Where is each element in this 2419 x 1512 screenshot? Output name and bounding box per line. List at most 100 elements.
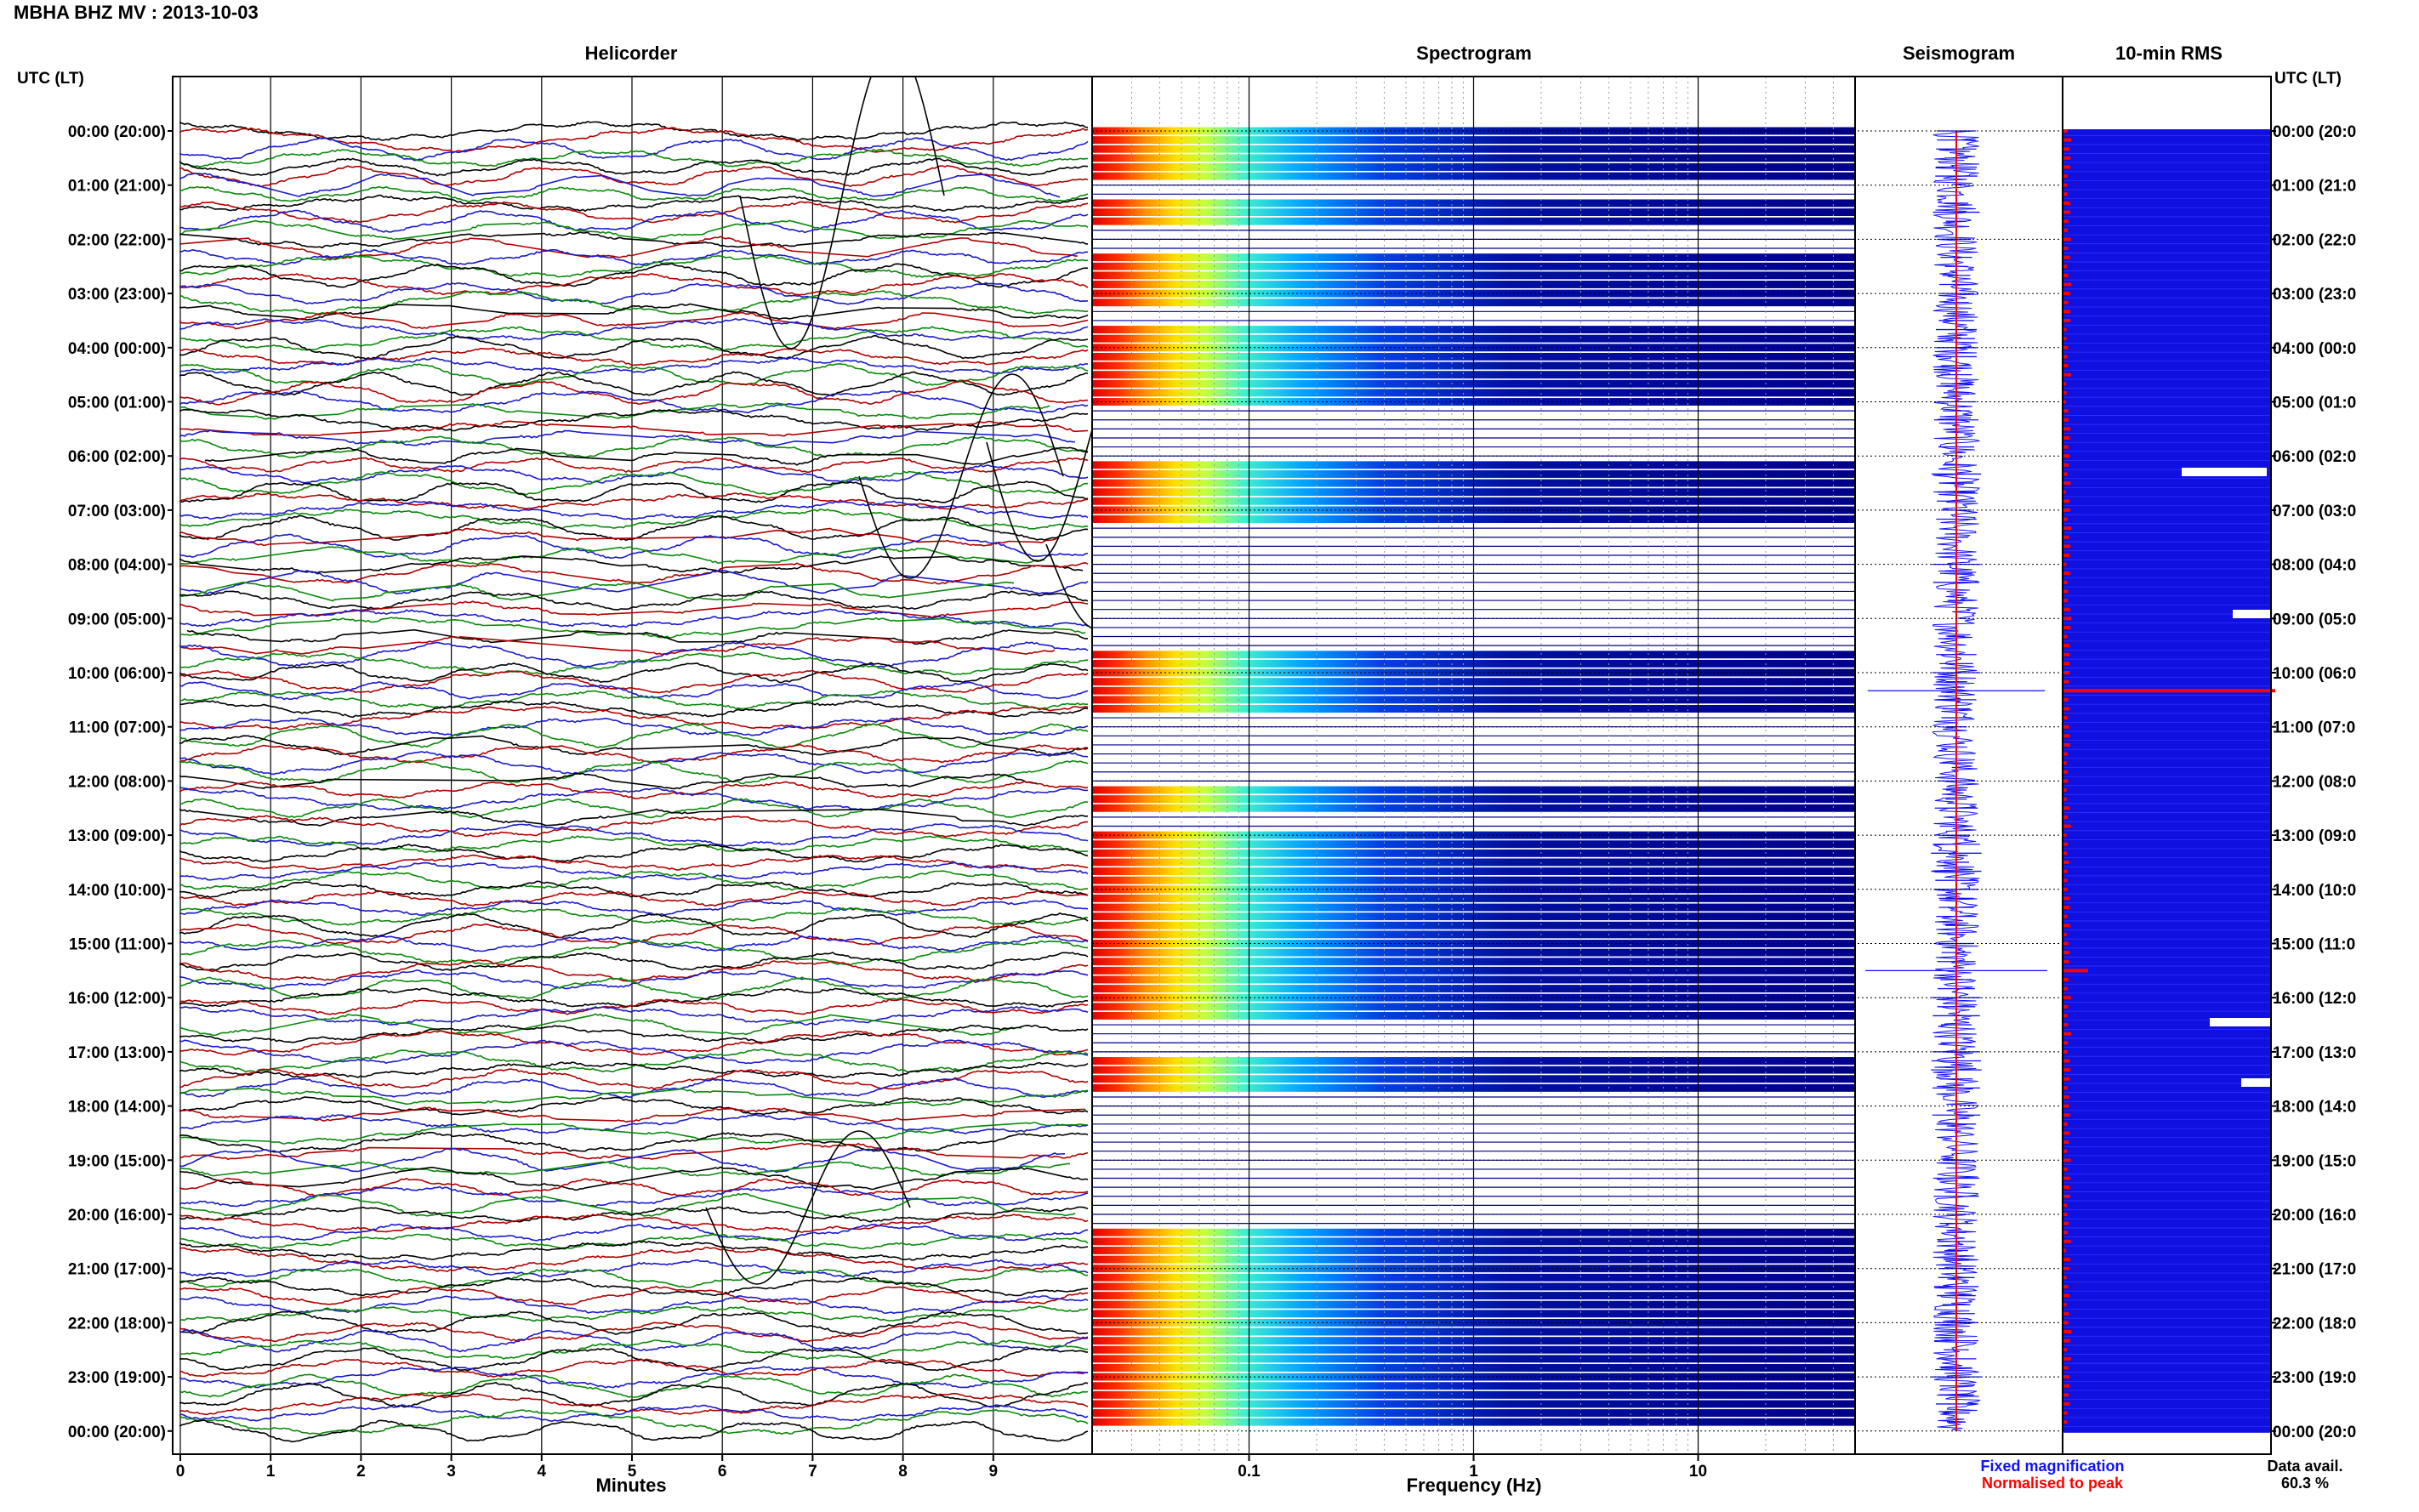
helicorder-trace <box>179 1419 1089 1443</box>
helicorder-trace <box>179 935 1089 952</box>
y-axis-tick-label-right: 17:00 (13:0 <box>2273 1044 2356 1062</box>
helicorder-trace <box>179 1392 1089 1416</box>
helicorder-trace <box>179 815 1088 838</box>
freq-axis-tick-label: 10 <box>1689 1463 1707 1481</box>
helicorder-trace <box>179 1214 1089 1233</box>
rms-bar <box>2063 1077 2070 1081</box>
rms-bar <box>2063 1113 2070 1117</box>
helicorder-trace <box>179 1177 1089 1197</box>
helicorder-trace <box>179 1147 1066 1174</box>
helicorder-trace <box>179 148 1089 168</box>
helicorder-trace <box>179 263 1089 288</box>
y-axis-tick-label-left: 14:00 (10:00) <box>68 882 166 900</box>
rms-bar <box>2063 1239 2071 1243</box>
helicorder-trace <box>179 334 1089 360</box>
rms-bar <box>2063 418 2069 422</box>
helicorder-trace <box>179 555 1084 574</box>
rms-bar <box>2063 210 2071 214</box>
rms-bar <box>2063 499 2069 503</box>
rms-bar <box>2063 562 2067 566</box>
rms-bar <box>2063 1266 2069 1270</box>
helicorder-trace <box>179 969 1089 991</box>
helicorder-trace <box>179 1192 1076 1218</box>
helicorder-trace <box>179 912 1089 939</box>
rms-bar <box>2063 969 2088 973</box>
helicorder-trace <box>179 121 1089 141</box>
freq-axis-tick-label: 0.1 <box>1238 1463 1261 1481</box>
helicorder-trace <box>179 1061 1089 1079</box>
helicorder-trace <box>179 1206 1089 1223</box>
helicorder-trace <box>179 899 1089 917</box>
rms-bar <box>2063 707 2070 711</box>
helicorder-trace <box>179 1106 1086 1123</box>
helicorder-trace <box>179 290 1089 315</box>
helicorder-trace <box>179 681 1089 701</box>
rms-bar <box>2063 138 2071 142</box>
helicorder-trace <box>179 429 1076 446</box>
helicorder-trace <box>179 669 1089 694</box>
y-axis-tick-label-right: 14:00 (10:0 <box>2273 882 2356 900</box>
helicorder-trace <box>179 787 1089 811</box>
rms-bar <box>2063 1149 2068 1153</box>
rms-bar <box>2063 364 2069 368</box>
helicorder-trace <box>179 480 1089 503</box>
helicorder-trace <box>179 772 1038 790</box>
helicorder-trace <box>204 446 1089 466</box>
helicorder-trace <box>179 1077 1089 1099</box>
y-axis-tick-label-left: 20:00 (16:00) <box>68 1207 166 1225</box>
rms-bar <box>2063 951 2070 955</box>
helicorder-x-axis-label: Minutes <box>595 1475 667 1496</box>
rms-bar <box>2063 1203 2068 1208</box>
x-axis-tick-label: 4 <box>538 1463 547 1481</box>
utc-label-right: UTC (LT) <box>2274 70 2342 88</box>
helicorder-trace <box>179 959 1089 982</box>
y-axis-tick-label-right: 20:00 (16:0 <box>2273 1207 2356 1225</box>
rms-bar <box>2063 788 2067 793</box>
y-axis-tick-label-left: 10:00 (06:00) <box>68 665 166 683</box>
rms-bar <box>2063 1293 2069 1298</box>
rms-bar <box>2063 1356 2071 1361</box>
rms-bar <box>2063 318 2071 322</box>
helicorder-trace <box>179 1305 1089 1322</box>
helicorder-trace <box>179 854 1089 871</box>
rms-bar <box>2063 463 2069 467</box>
rms-bar <box>2063 481 2071 486</box>
helicorder-trace <box>179 1259 1089 1278</box>
y-axis-tick-label-right: 00:00 (20:0 <box>2273 123 2356 141</box>
rms-bar <box>2063 1248 2067 1253</box>
y-axis-tick-label-left: 13:00 (09:00) <box>68 827 166 845</box>
rms-bar <box>2063 345 2069 350</box>
helicorder-trace <box>179 435 1089 458</box>
helicorder-trace <box>179 272 1089 296</box>
rms-bar <box>2063 490 2067 494</box>
helicorder-trace <box>179 952 1089 971</box>
helicorder-trace <box>179 890 1089 907</box>
y-axis-tick-label-left: 12:00 (08:00) <box>68 773 166 791</box>
rms-bar <box>2063 1401 2070 1406</box>
helicorder-trace <box>179 1096 1089 1116</box>
y-axis-tick-label-right: 13:00 (09:0 <box>2273 827 2356 845</box>
helicorder-trace <box>179 1247 1089 1273</box>
helicorder-trace <box>179 1347 1089 1372</box>
helicorder-large-event <box>1045 543 1092 629</box>
helicorder-trace <box>179 402 1050 420</box>
rms-bar <box>2063 869 2068 873</box>
rms-bar <box>2063 914 2068 918</box>
rms-bar <box>2063 165 2070 169</box>
x-axis-tick-label: 7 <box>808 1463 817 1481</box>
rms-bar <box>2063 625 2071 629</box>
rms-bar <box>2063 932 2067 936</box>
helicorder-trace <box>179 581 1015 602</box>
helicorder-trace <box>179 371 1089 396</box>
rms-bar <box>2063 1231 2068 1235</box>
helicorder-trace <box>179 1310 1089 1336</box>
helicorder-trace <box>179 527 1058 547</box>
rms-bar <box>2063 1122 2068 1126</box>
rms-bar <box>2063 1276 2067 1280</box>
rms-bar <box>2063 390 2067 395</box>
spectrogram-panel-title: Spectrogram <box>1416 43 1532 64</box>
y-axis-tick-label-left: 08:00 (04:00) <box>68 557 166 575</box>
helicorder-trace <box>186 628 1089 645</box>
helicorder-trace <box>179 281 1089 305</box>
